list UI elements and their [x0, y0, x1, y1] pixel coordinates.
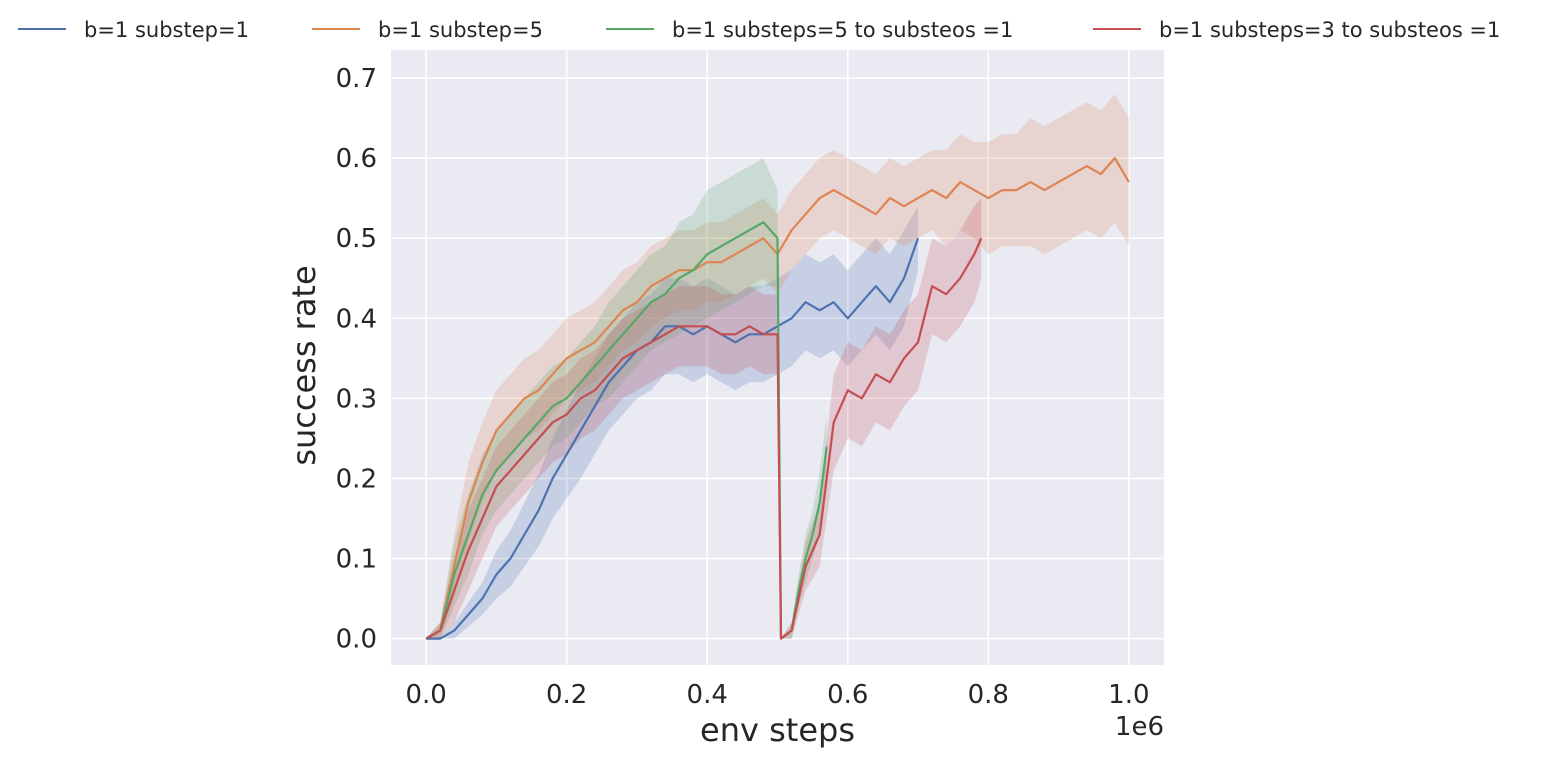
legend-item: b=1 substep=1 — [18, 18, 249, 42]
x-tick-label: 0.6 — [827, 680, 868, 710]
legend: b=1 substep=1 b=1 substep=5 b=1 substeps=5… — [18, 18, 1500, 42]
legend-item: b=1 substeps=5 to substeos =1 — [606, 18, 1013, 42]
plot-area — [391, 50, 1164, 665]
y-axis-label: success rate — [285, 265, 323, 465]
x-tick-label: 0.2 — [546, 680, 587, 710]
legend-item: b=1 substep=5 — [312, 18, 543, 42]
y-tick-label: 0.0 — [336, 625, 377, 655]
x-tick-label: 1.0 — [1108, 680, 1149, 710]
legend-label: b=1 substep=1 — [84, 18, 249, 42]
y-tick-label: 0.5 — [336, 224, 377, 254]
y-tick-label: 0.7 — [336, 64, 377, 94]
y-tick-label: 0.1 — [336, 544, 377, 574]
series-3-line — [425, 237, 983, 640]
series-0-line — [426, 237, 920, 640]
legend-item: b=1 substeps=3 to substeos =1 — [1093, 18, 1500, 42]
x-tick-label: 0.0 — [405, 680, 446, 710]
series-3-band — [426, 198, 982, 639]
y-tick-label: 0.6 — [336, 144, 377, 174]
x-tick-labels: 0.0 0.2 0.4 0.6 0.8 1.0 — [405, 680, 1149, 710]
x-axis-label: env steps — [700, 711, 855, 749]
y-tick-label: 0.2 — [336, 464, 377, 494]
series-2-band — [426, 158, 827, 639]
legend-label: b=1 substeps=3 to substeos =1 — [1159, 18, 1500, 42]
y-tick-label: 0.3 — [336, 384, 377, 414]
legend-label: b=1 substeps=5 to substeos =1 — [672, 18, 1013, 42]
legend-label: b=1 substep=5 — [378, 18, 543, 42]
series-lines — [425, 157, 1130, 640]
x-axis-offset-label: 1e6 — [1115, 712, 1164, 742]
y-tick-labels: 0.0 0.1 0.2 0.3 0.4 0.5 0.6 0.7 — [336, 64, 377, 655]
x-tick-label: 0.8 — [968, 680, 1009, 710]
x-tick-label: 0.4 — [687, 680, 728, 710]
y-tick-label: 0.4 — [336, 304, 377, 334]
series-1-band — [426, 94, 1129, 639]
